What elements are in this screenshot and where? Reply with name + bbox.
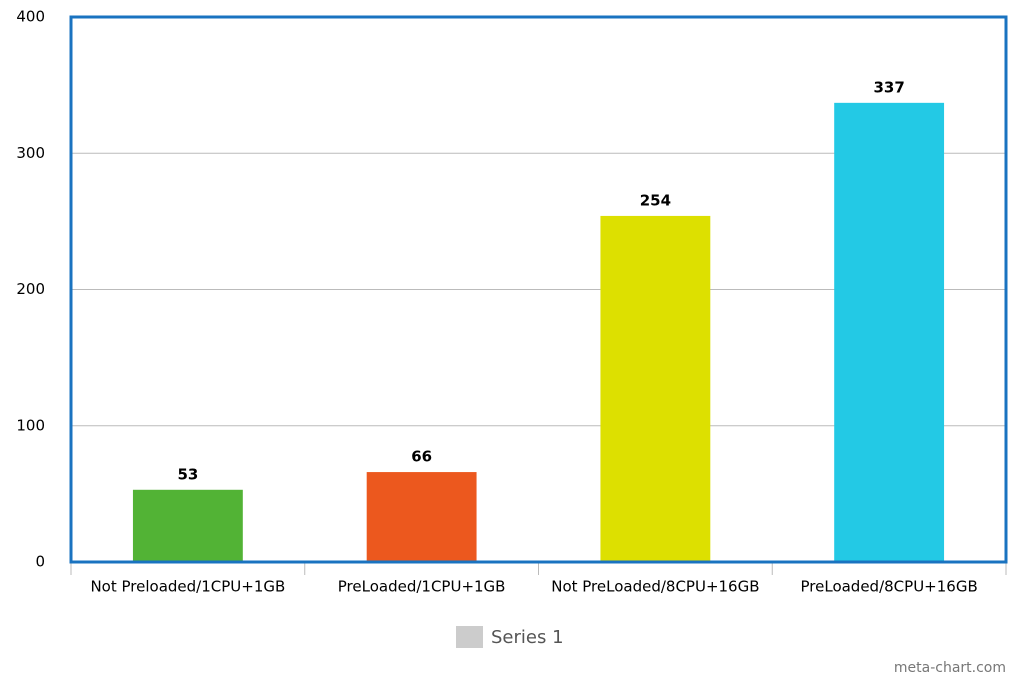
x-tick-label: Not Preloaded/1CPU+1GB — [90, 578, 285, 596]
bar — [834, 102, 945, 563]
data-label: 254 — [640, 191, 671, 209]
plot-border — [69, 15, 1008, 564]
y-tick-label: 200 — [16, 280, 45, 298]
x-tick-label: PreLoaded/8CPU+16GB — [801, 578, 978, 596]
watermark: meta-chart.com — [894, 660, 1006, 676]
x-tick-label: PreLoaded/1CPU+1GB — [338, 578, 506, 596]
y-tick-label: 300 — [16, 144, 45, 162]
bar — [132, 489, 243, 562]
legend-label: Series 1 — [491, 627, 564, 648]
x-tick-label: Not PreLoaded/8CPU+16GB — [551, 578, 759, 596]
y-tick-label: 400 — [16, 8, 45, 26]
data-label: 66 — [411, 448, 432, 466]
data-label: 53 — [177, 465, 198, 483]
bar — [600, 215, 711, 563]
data-label: 337 — [873, 78, 904, 96]
y-tick-label: 100 — [16, 416, 45, 434]
bar — [366, 472, 477, 562]
legend-swatch — [456, 626, 483, 648]
y-tick-label: 0 — [35, 553, 45, 571]
